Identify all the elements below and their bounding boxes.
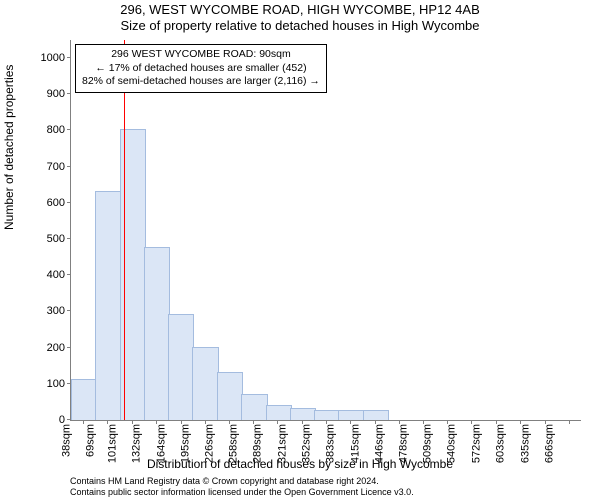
page-subtitle: Size of property relative to detached ho… (0, 18, 600, 33)
x-tick-label: 38sqm (61, 424, 73, 457)
y-tick-mark (67, 202, 71, 203)
x-tick-label: 69sqm (85, 424, 97, 457)
y-tick-mark (67, 347, 71, 348)
attribution-line1: Contains HM Land Registry data © Crown c… (70, 476, 414, 487)
histogram-bar (338, 410, 365, 420)
histogram-bar (314, 410, 340, 420)
histogram-bar (168, 314, 194, 420)
y-tick-label: 300 (47, 305, 71, 317)
y-tick-mark (67, 310, 71, 311)
annotation-line1: 296 WEST WYCOMBE ROAD: 90sqm (82, 48, 320, 62)
y-tick-mark (67, 166, 71, 167)
annotation-line3: 82% of semi-detached houses are larger (… (82, 75, 320, 89)
histogram-bar (217, 372, 243, 420)
y-tick-label: 600 (47, 197, 71, 209)
y-tick-label: 900 (47, 88, 71, 100)
histogram-bar (241, 394, 268, 420)
attribution-line2: Contains public sector information licen… (70, 487, 414, 498)
attribution: Contains HM Land Registry data © Crown c… (70, 476, 414, 499)
histogram-bar (363, 410, 389, 420)
y-tick-mark (67, 238, 71, 239)
y-tick-label: 200 (47, 342, 71, 354)
y-tick-label: 100 (47, 378, 71, 390)
histogram-bar (290, 408, 317, 420)
histogram-bar (192, 347, 219, 420)
annotation-box: 296 WEST WYCOMBE ROAD: 90sqm ← 17% of de… (75, 44, 327, 93)
histogram-plot: 0100200300400500600700800900100038sqm69s… (70, 40, 581, 421)
annotation-line2: ← 17% of detached houses are smaller (45… (82, 62, 320, 76)
y-tick-mark (67, 129, 71, 130)
y-tick-label: 500 (47, 233, 71, 245)
y-tick-mark (67, 57, 71, 58)
x-axis-label: Distribution of detached houses by size … (0, 457, 600, 471)
y-tick-label: 800 (47, 124, 71, 136)
chart-container: 296, WEST WYCOMBE ROAD, HIGH WYCOMBE, HP… (0, 0, 600, 500)
x-tick-mark (569, 420, 570, 424)
y-tick-mark (67, 93, 71, 94)
y-tick-mark (67, 274, 71, 275)
y-tick-label: 1000 (41, 52, 71, 64)
histogram-bar (95, 191, 122, 420)
histogram-bar (266, 405, 292, 420)
y-axis-label: Number of detached properties (2, 65, 16, 230)
histogram-bar (144, 247, 171, 420)
property-size-line (124, 40, 125, 420)
y-tick-label: 700 (47, 161, 71, 173)
y-tick-label: 400 (47, 269, 71, 281)
histogram-bar (71, 379, 97, 420)
page-title: 296, WEST WYCOMBE ROAD, HIGH WYCOMBE, HP… (0, 2, 600, 17)
